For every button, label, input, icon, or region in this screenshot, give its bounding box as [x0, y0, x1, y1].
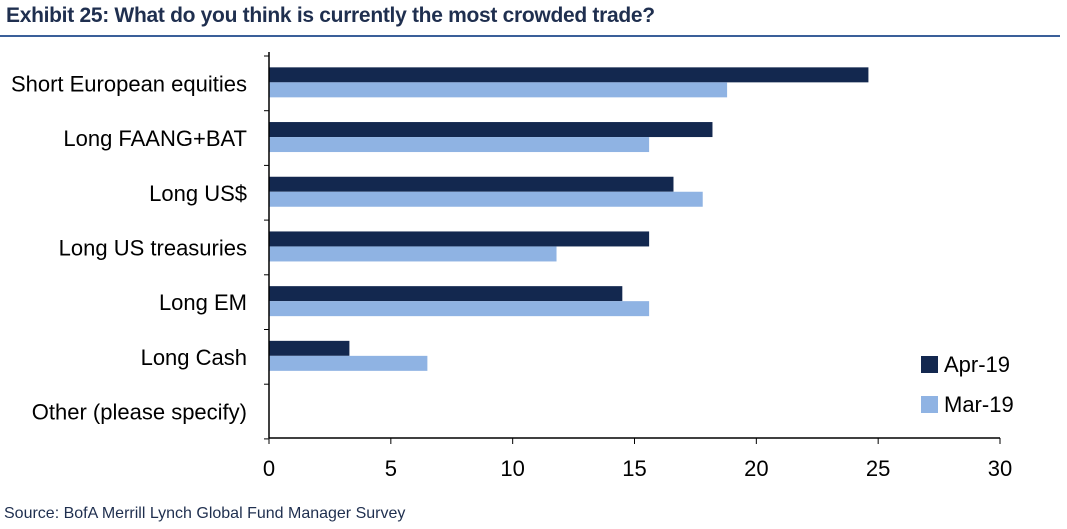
bar-mar-19-4 [269, 301, 650, 317]
legend-label-mar-19: Mar-19 [944, 392, 1014, 417]
bar-mar-19-1 [269, 137, 650, 153]
bar-mar-19-5 [269, 355, 428, 371]
legend-label-apr-19: Apr-19 [944, 352, 1010, 377]
bar-mar-19-2 [269, 191, 703, 207]
legend-swatch-mar-19 [921, 396, 938, 413]
x-tick-label: 10 [500, 456, 524, 481]
category-label: Short European equities [11, 71, 247, 96]
bar-apr-19-4 [269, 286, 623, 302]
title-rule [0, 35, 1060, 37]
x-tick-label: 25 [866, 456, 890, 481]
bar-mar-19-3 [269, 246, 557, 262]
bar-apr-19-1 [269, 122, 713, 138]
bar-apr-19-0 [269, 67, 869, 83]
source-note: Source: BofA Merrill Lynch Global Fund M… [4, 505, 406, 522]
category-label: Other (please specify) [32, 400, 247, 425]
bar-apr-19-2 [269, 176, 674, 192]
bar-apr-19-3 [269, 231, 650, 247]
category-label: Long US treasuries [59, 235, 247, 260]
legend-swatch-apr-19 [921, 356, 938, 373]
chart-title: Exhibit 25: What do you think is current… [6, 4, 655, 27]
x-tick-label: 30 [988, 456, 1012, 481]
bar-mar-19-0 [269, 82, 728, 98]
x-tick-label: 15 [622, 456, 646, 481]
category-label: Long FAANG+BAT [63, 126, 247, 151]
x-tick-label: 0 [263, 456, 275, 481]
category-label: Long Cash [141, 345, 247, 370]
bar-apr-19-5 [269, 340, 350, 356]
x-tick-label: 20 [744, 456, 768, 481]
x-tick-label: 5 [385, 456, 397, 481]
category-label: Long US$ [149, 181, 247, 206]
category-label: Long EM [159, 290, 247, 315]
